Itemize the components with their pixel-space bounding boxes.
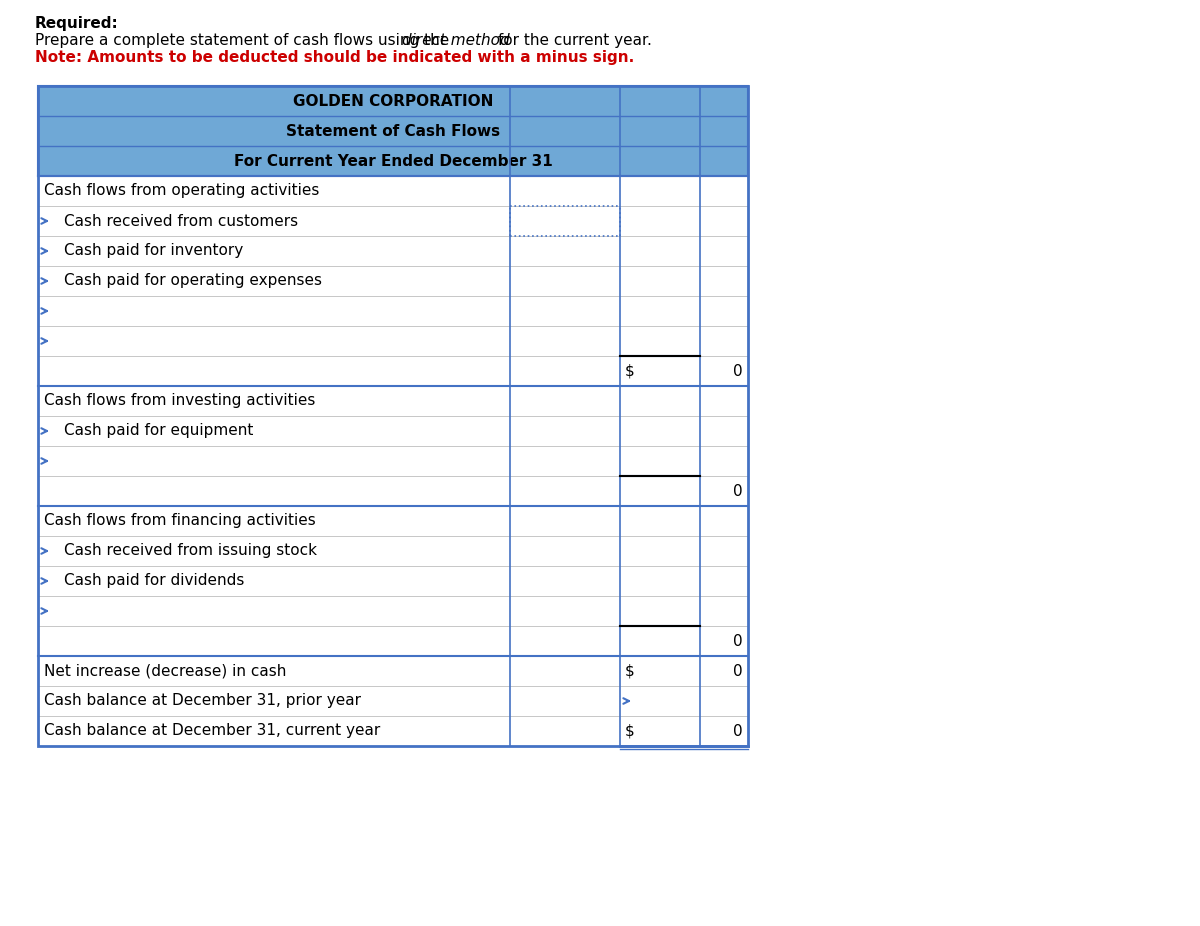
- Text: Cash received from issuing stock: Cash received from issuing stock: [64, 544, 317, 558]
- Text: Statement of Cash Flows: Statement of Cash Flows: [286, 123, 500, 139]
- Text: Cash received from customers: Cash received from customers: [64, 214, 298, 229]
- Text: Net increase (decrease) in cash: Net increase (decrease) in cash: [44, 664, 287, 679]
- Text: Cash paid for inventory: Cash paid for inventory: [64, 244, 244, 258]
- Text: Cash balance at December 31, prior year: Cash balance at December 31, prior year: [44, 694, 361, 708]
- Text: $: $: [625, 723, 635, 739]
- Text: $: $: [625, 664, 635, 679]
- Text: $: $: [625, 364, 635, 379]
- Text: GOLDEN CORPORATION: GOLDEN CORPORATION: [293, 94, 493, 108]
- Text: For Current Year Ended December 31: For Current Year Ended December 31: [234, 154, 552, 169]
- Text: for the current year.: for the current year.: [493, 33, 652, 48]
- Bar: [38, 86, 748, 746]
- Text: 0: 0: [733, 723, 743, 739]
- Bar: [38, 176, 748, 746]
- Text: Cash flows from financing activities: Cash flows from financing activities: [44, 514, 316, 529]
- Text: 0: 0: [733, 633, 743, 648]
- Text: Note: Amounts to be deducted should be indicated with a minus sign.: Note: Amounts to be deducted should be i…: [35, 50, 635, 65]
- Text: Cash paid for dividends: Cash paid for dividends: [64, 573, 245, 589]
- Text: 0: 0: [733, 364, 743, 379]
- Text: Cash flows from operating activities: Cash flows from operating activities: [44, 183, 319, 198]
- Text: 0: 0: [733, 664, 743, 679]
- Text: 0: 0: [733, 483, 743, 498]
- Text: Prepare a complete statement of cash flows using the: Prepare a complete statement of cash flo…: [35, 33, 454, 48]
- Text: Cash balance at December 31, current year: Cash balance at December 31, current yea…: [44, 723, 380, 739]
- Text: direct method: direct method: [402, 33, 510, 48]
- Text: Cash paid for equipment: Cash paid for equipment: [64, 423, 253, 439]
- Text: Cash flows from investing activities: Cash flows from investing activities: [44, 394, 316, 408]
- Text: Required:: Required:: [35, 16, 119, 31]
- Text: Cash paid for operating expenses: Cash paid for operating expenses: [64, 273, 322, 289]
- Bar: [38, 86, 748, 176]
